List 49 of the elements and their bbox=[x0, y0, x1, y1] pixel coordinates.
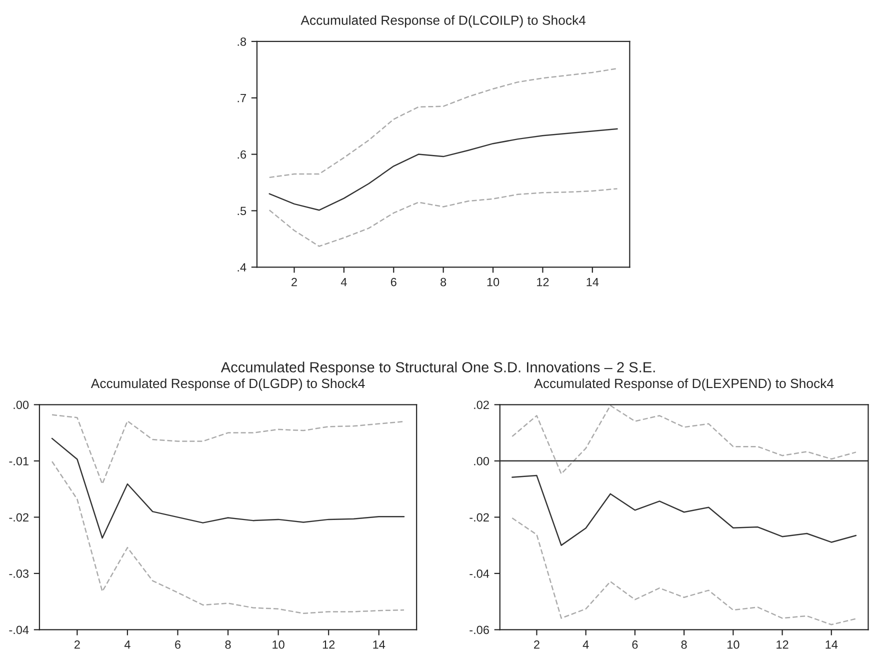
x-tick-label: 8 bbox=[681, 640, 687, 649]
x-tick-label: 6 bbox=[390, 278, 396, 286]
x-tick-label: 14 bbox=[373, 640, 386, 649]
y-tick-label: -.01 bbox=[9, 456, 28, 466]
x-tick-label: 2 bbox=[74, 640, 80, 649]
x-tick-label: 12 bbox=[537, 278, 549, 286]
y-tick-label: -.04 bbox=[9, 626, 29, 634]
y-tick-label: -.03 bbox=[9, 569, 29, 578]
line-series bbox=[512, 404, 857, 474]
y-tick-label: .00 bbox=[474, 456, 490, 466]
chart-title: Accumulated Response of D(LGDP) to Shock4 bbox=[90, 378, 365, 391]
line-series bbox=[512, 474, 857, 546]
y-tick-label: .7 bbox=[238, 94, 246, 102]
line-series bbox=[51, 438, 405, 539]
y-tick-label: .00 bbox=[14, 400, 29, 410]
line-series bbox=[51, 460, 405, 614]
x-tick-label: 10 bbox=[272, 640, 284, 649]
x-tick-label: 8 bbox=[440, 278, 446, 286]
x-tick-label: 8 bbox=[225, 640, 231, 649]
y-tick-label: -.06 bbox=[470, 626, 489, 634]
line-series bbox=[51, 414, 405, 485]
x-tick-label: 6 bbox=[175, 640, 181, 649]
x-tick-label: 4 bbox=[340, 278, 347, 286]
x-tick-label: 4 bbox=[124, 640, 130, 649]
x-tick-label: 6 bbox=[632, 640, 638, 649]
line-series bbox=[512, 517, 857, 626]
chart-title: Accumulated Response of D(LCOILP) to Shock4 bbox=[300, 15, 586, 28]
line-series bbox=[268, 128, 618, 211]
y-tick-label: .02 bbox=[474, 400, 489, 410]
y-tick-label: -.04 bbox=[470, 569, 490, 578]
x-tick-label: 10 bbox=[728, 640, 740, 649]
line-series bbox=[268, 68, 618, 178]
x-tick-label: 12 bbox=[322, 640, 335, 649]
chart-title: Accumulated Response of D(LEXPEND) to Shock4 bbox=[534, 378, 834, 391]
y-tick-label: .4 bbox=[238, 263, 246, 272]
x-tick-label: 2 bbox=[534, 640, 540, 649]
x-tick-label: 14 bbox=[826, 640, 838, 649]
x-tick-label: 4 bbox=[582, 640, 589, 649]
x-tick-label: 2 bbox=[292, 278, 297, 286]
x-tick-label: 14 bbox=[586, 278, 599, 286]
line-series bbox=[268, 188, 618, 247]
y-tick-label: .8 bbox=[238, 37, 246, 46]
y-tick-label: .5 bbox=[238, 206, 246, 216]
x-tick-label: 12 bbox=[776, 640, 788, 649]
x-tick-label: 10 bbox=[487, 278, 500, 286]
y-tick-label: .6 bbox=[238, 150, 246, 159]
y-tick-label: -.02 bbox=[9, 513, 28, 522]
y-tick-label: -.02 bbox=[470, 513, 489, 522]
text: Accumulated Response to Structural One S.D. Innovations – 2 S.E. bbox=[220, 362, 655, 376]
